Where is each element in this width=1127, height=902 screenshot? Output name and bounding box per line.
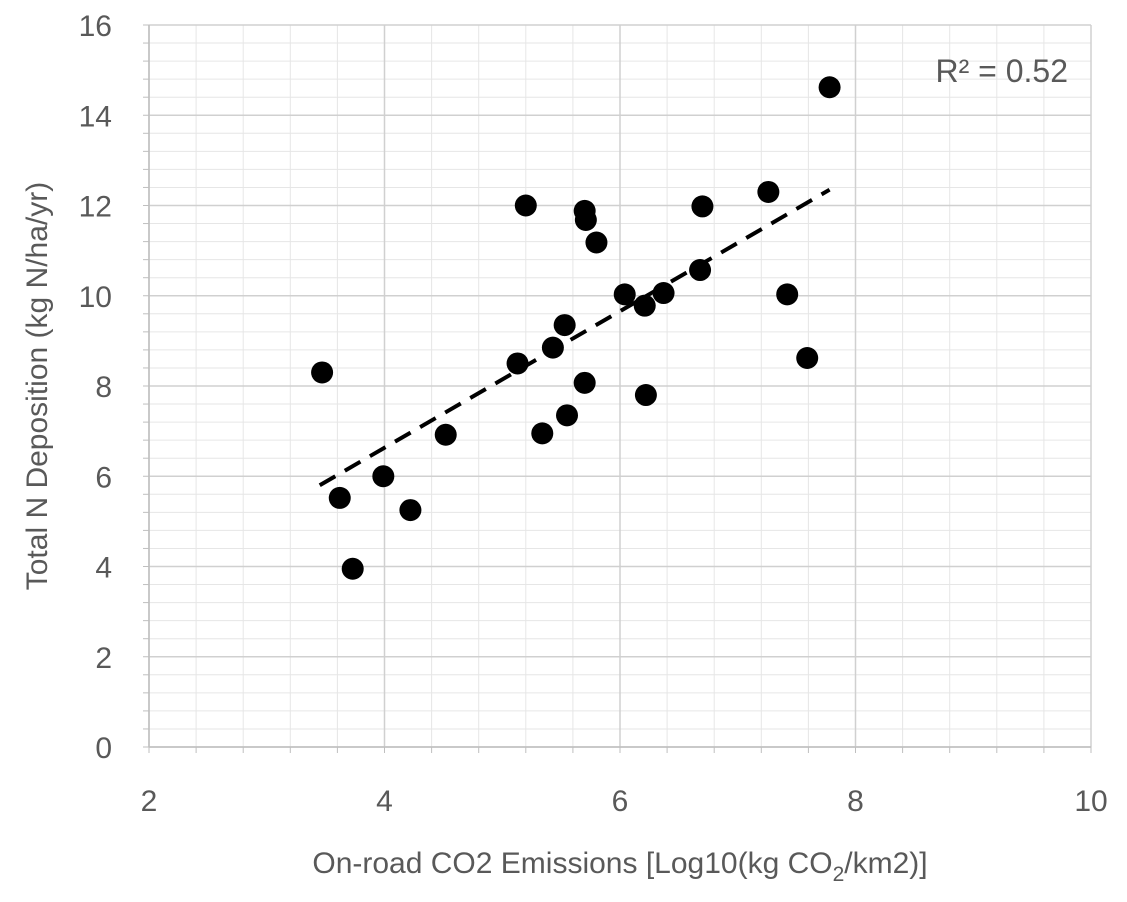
data-point bbox=[514, 194, 537, 217]
data-point bbox=[399, 499, 422, 522]
data-point bbox=[613, 283, 636, 306]
y-tick-label: 8 bbox=[95, 371, 112, 404]
data-point bbox=[573, 371, 596, 394]
y-tick-label: 16 bbox=[79, 10, 112, 43]
trendline bbox=[318, 187, 831, 488]
y-tick-label: 10 bbox=[79, 281, 112, 314]
trendline-group bbox=[318, 187, 831, 488]
data-point bbox=[328, 486, 351, 509]
data-point bbox=[585, 231, 608, 254]
data-point bbox=[633, 294, 656, 317]
x-axis-title-subscript: 2 bbox=[833, 863, 845, 886]
data-points bbox=[311, 76, 841, 580]
y-axis-title: Total N Deposition (kg N/ha/yr) bbox=[21, 182, 54, 591]
x-tick-label: 8 bbox=[847, 785, 864, 818]
y-tick-label: 14 bbox=[79, 100, 112, 133]
y-tick-label: 6 bbox=[95, 461, 112, 494]
data-point bbox=[776, 283, 799, 306]
x-axis-title: On-road CO2 Emissions [Log10(kg CO2/km2)… bbox=[312, 847, 927, 886]
r-squared-annotation: R² = 0.52 bbox=[935, 53, 1068, 89]
data-point bbox=[531, 422, 554, 445]
data-point bbox=[506, 352, 529, 375]
data-point bbox=[553, 314, 576, 337]
x-axis-title-main: On-road CO2 Emissions [Log10(kg CO bbox=[312, 847, 832, 880]
data-point bbox=[311, 361, 334, 384]
data-point bbox=[556, 404, 579, 427]
data-point bbox=[796, 347, 819, 370]
data-point bbox=[652, 282, 675, 305]
data-point bbox=[757, 180, 780, 203]
data-point bbox=[541, 336, 564, 359]
data-point bbox=[341, 557, 364, 580]
data-point bbox=[689, 259, 712, 282]
data-point bbox=[574, 208, 597, 231]
axes bbox=[143, 24, 1092, 753]
y-tick-label: 0 bbox=[95, 732, 112, 765]
x-tick-label: 2 bbox=[141, 785, 158, 818]
data-point bbox=[691, 195, 714, 218]
y-tick-label: 4 bbox=[95, 552, 112, 585]
x-tick-label: 6 bbox=[612, 785, 629, 818]
x-tick-label: 4 bbox=[376, 785, 393, 818]
data-point bbox=[818, 76, 841, 99]
x-axis-title-tail: /km2)] bbox=[844, 847, 927, 880]
x-tick-label: 10 bbox=[1074, 785, 1107, 818]
data-point bbox=[434, 423, 457, 446]
y-tick-label: 2 bbox=[95, 642, 112, 675]
data-point bbox=[634, 384, 657, 407]
y-tick-label: 12 bbox=[79, 191, 112, 224]
data-point bbox=[372, 465, 395, 488]
